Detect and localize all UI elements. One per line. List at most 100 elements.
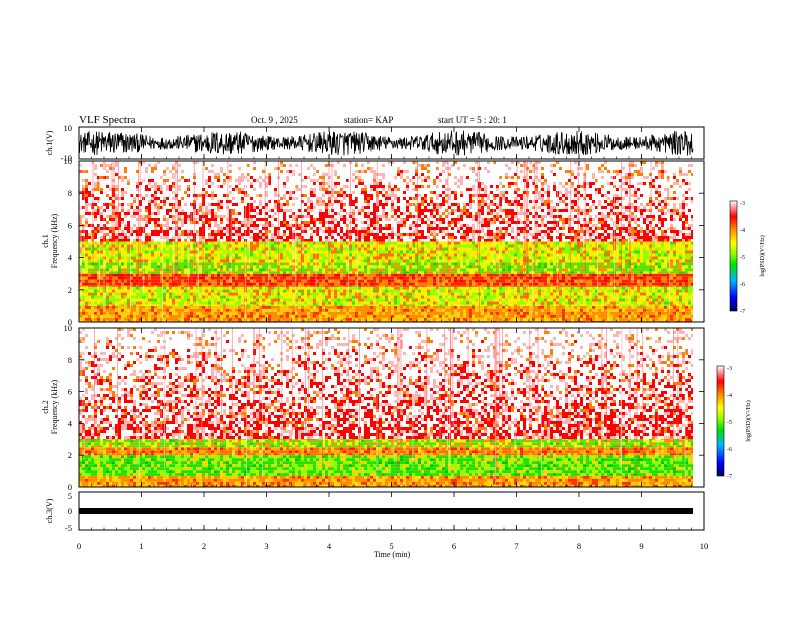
ch1-spec-cell <box>157 286 160 290</box>
ch1-spec-cell <box>523 276 526 280</box>
ch1-spec-cell <box>301 265 304 269</box>
ch1-spec-cell <box>358 292 361 296</box>
ch1-spec-cell <box>229 301 232 305</box>
ch1-spec-cell <box>565 271 568 274</box>
ch1-spec-cell <box>229 276 232 280</box>
ch1-spec-cell <box>352 273 355 277</box>
ch1-spec-cell <box>157 279 160 283</box>
ch1-spec-cell <box>220 286 223 290</box>
ch1-spec-cell <box>415 311 418 315</box>
ch1-spec-cell <box>391 279 394 283</box>
ch1-spec-cell <box>535 268 538 272</box>
ch1-spec-cell <box>655 286 658 290</box>
ch1-spec-cell <box>676 265 679 269</box>
ch1-spec-cell <box>685 289 688 293</box>
ch1-spec-cell <box>403 282 406 286</box>
ch1-spec-cell <box>667 285 670 287</box>
ch1-spec-cell <box>214 241 217 245</box>
ch1-spec-cell <box>607 311 610 315</box>
ch1-spec-cell <box>616 292 619 296</box>
ch1-spec-cell <box>97 244 100 248</box>
ch1-spec-cell <box>229 305 232 309</box>
ch1-spec-cell <box>487 276 490 280</box>
ch1-spec-cell <box>511 244 514 248</box>
ch1-spec-cell <box>583 314 586 318</box>
ch1-spec-cell <box>511 308 514 312</box>
ch1-spec-cell <box>352 292 355 296</box>
ch1-spec-cell <box>112 268 115 272</box>
ch1-spec-cell <box>664 273 667 277</box>
ch1-spec-cell <box>241 282 244 286</box>
ch1-spec-cell <box>493 308 496 312</box>
ch1-spec-cell <box>538 304 541 306</box>
ch1-spec-cell <box>673 241 676 245</box>
ch1-spec-cell <box>565 305 568 309</box>
ch1-spec-cell <box>211 262 214 266</box>
ch1-spec-cell <box>436 305 439 309</box>
ch1-spec-cell <box>598 265 601 269</box>
ch1-spec-cell <box>214 282 217 286</box>
ch1-spec-cell <box>334 311 337 315</box>
ch1-spec-cell <box>121 292 124 296</box>
ch1-spec-cell <box>97 247 100 251</box>
ch1-spec-cell <box>190 276 193 280</box>
ch1-spec-cell <box>352 244 355 248</box>
ch1-spec-cell <box>433 295 436 299</box>
ch1-spec-cell <box>610 305 613 309</box>
ch1-spec-cell <box>649 314 652 318</box>
ch1-spec-cell <box>97 289 100 293</box>
ch1-spec-cell <box>136 301 139 305</box>
ch1-spec-cell <box>118 244 121 248</box>
ch1-spec-cell <box>670 244 673 248</box>
ch1-spec-cell <box>82 279 85 283</box>
ch1-spec-cell <box>211 265 214 269</box>
ch1-spec-cell <box>685 273 688 277</box>
ch1-spec-cell <box>346 304 349 306</box>
ch1-spec-cell <box>208 301 211 305</box>
ch1-spec-cell <box>493 317 496 321</box>
ch1-spec-cell <box>505 305 508 309</box>
ch1-spec-cell <box>391 262 394 266</box>
ch1-spec-cell <box>574 317 577 321</box>
ch1-spec-cell <box>184 244 187 248</box>
ch1-spec-cell <box>691 304 694 306</box>
ch1-spec-cell <box>460 314 463 318</box>
ch1-spec-cell <box>100 241 103 245</box>
ch1-spec-cell <box>385 265 388 269</box>
ch1-spec-cell <box>310 282 313 286</box>
ch1-spec-cell <box>139 304 142 306</box>
ch1-spec-cell <box>493 311 496 315</box>
ch1-spec-cell <box>415 295 418 299</box>
ch1-spec-cell <box>265 271 268 274</box>
ch1-spec-cell <box>310 308 313 312</box>
ch1-spec-cell <box>169 301 172 305</box>
ch1-spec-cell <box>97 241 100 245</box>
ch1-spec-cell <box>337 265 340 269</box>
ch1-spec-cell <box>88 308 91 312</box>
ch1-spec-cell <box>133 289 136 293</box>
ch1-spec-cell <box>97 295 100 299</box>
ch1-spec-cell <box>145 276 148 280</box>
ch1-spec-cell <box>487 265 490 269</box>
ch1-spec-cell <box>559 265 562 269</box>
ch1-spec-cell <box>607 285 610 287</box>
ch1-spec-cell <box>196 320 199 322</box>
ch1-spec-cell <box>634 279 637 283</box>
ch1-spec-cell <box>580 262 583 266</box>
ch1-spec-cell <box>202 308 205 312</box>
ch1-spec-cell <box>169 304 172 306</box>
ch1-spec-cell <box>517 320 520 322</box>
ch1-spec-cell <box>100 301 103 305</box>
ch1-spec-cell <box>259 298 262 302</box>
ch1-spec-cell <box>109 314 112 318</box>
ch1-spec-cell <box>592 314 595 318</box>
ch1-spec-cell <box>85 282 88 286</box>
ch1-spec-cell <box>505 285 508 287</box>
ch1-spec-cell <box>340 276 343 280</box>
ch1-spec-cell <box>247 271 250 274</box>
ch1-spec-cell <box>472 244 475 248</box>
ch1-spec-cell <box>355 271 358 274</box>
ch1-spec-cell <box>682 305 685 309</box>
ch1-spec-cell <box>421 276 424 280</box>
ch1-spec-cell <box>79 311 82 315</box>
